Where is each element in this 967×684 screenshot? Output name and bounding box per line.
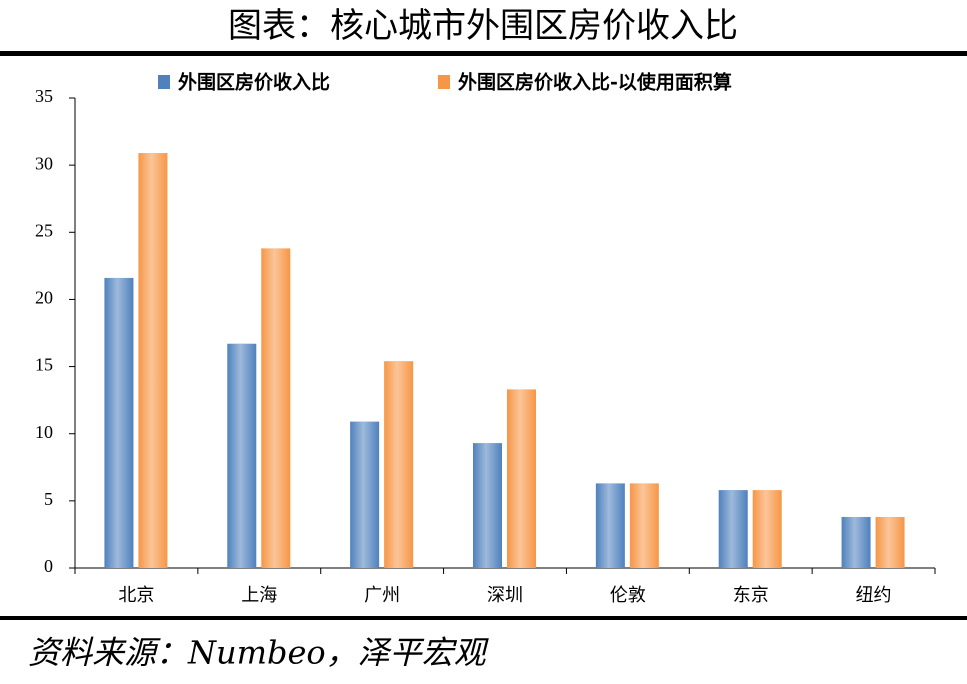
- bar-group: [629, 483, 659, 568]
- bar-shine: [595, 483, 625, 568]
- legend-label: 外围区房价收入比-以使用面积算: [458, 71, 732, 94]
- source-note: 资料来源：Numbeo，泽平宏观: [28, 634, 490, 672]
- bar-group: [507, 389, 536, 568]
- bar-shine: [752, 490, 782, 568]
- bar-group: [138, 153, 168, 569]
- bar-shine: [261, 248, 291, 568]
- y-tick-label: 35: [35, 86, 53, 106]
- x-tick-label: 纽约: [856, 585, 892, 606]
- bar-group: [350, 421, 380, 568]
- y-tick-label: 0: [44, 556, 53, 576]
- x-tick-label: 北京: [118, 585, 154, 606]
- bar-group: [595, 483, 625, 568]
- bar-shine: [841, 516, 871, 568]
- bottom-rule: [0, 616, 967, 620]
- bar-shine: [138, 153, 168, 569]
- title-rule: [0, 51, 967, 56]
- y-tick-label: 5: [44, 489, 53, 509]
- bar-group: [841, 516, 871, 568]
- chart-title: 图表：核心城市外围区房价收入比: [228, 6, 738, 46]
- x-tick-label: 上海: [241, 585, 277, 606]
- x-tick-label: 深圳: [487, 585, 523, 606]
- legend-label: 外围区房价收入比: [178, 71, 330, 94]
- y-tick-label: 15: [35, 355, 53, 375]
- bar-shine: [473, 443, 502, 568]
- bar-group: [261, 248, 291, 568]
- bar-group: [227, 343, 257, 568]
- bar-group: [104, 277, 134, 568]
- x-tick-label: 广州: [364, 585, 400, 606]
- bar-shine: [384, 361, 414, 568]
- bar-shine: [875, 516, 905, 568]
- bar-shine: [104, 277, 134, 568]
- bar-shine: [507, 389, 536, 568]
- bar-group: [718, 490, 748, 568]
- bar-shine: [718, 490, 748, 568]
- x-tick-label: 东京: [733, 585, 769, 606]
- x-tick-label: 伦敦: [610, 585, 646, 606]
- bar-shine: [227, 343, 257, 568]
- bar-shine: [629, 483, 659, 568]
- y-tick-label: 30: [35, 153, 53, 173]
- y-tick-label: 10: [35, 422, 53, 442]
- y-tick-label: 25: [35, 220, 53, 240]
- bar-group: [473, 443, 502, 568]
- legend-swatch: [158, 75, 170, 89]
- bar-group: [752, 490, 782, 568]
- bar-group: [875, 516, 905, 568]
- legend-swatch: [438, 75, 450, 89]
- bar-group: [384, 361, 414, 568]
- y-tick-label: 20: [35, 288, 53, 308]
- bar-shine: [350, 421, 380, 568]
